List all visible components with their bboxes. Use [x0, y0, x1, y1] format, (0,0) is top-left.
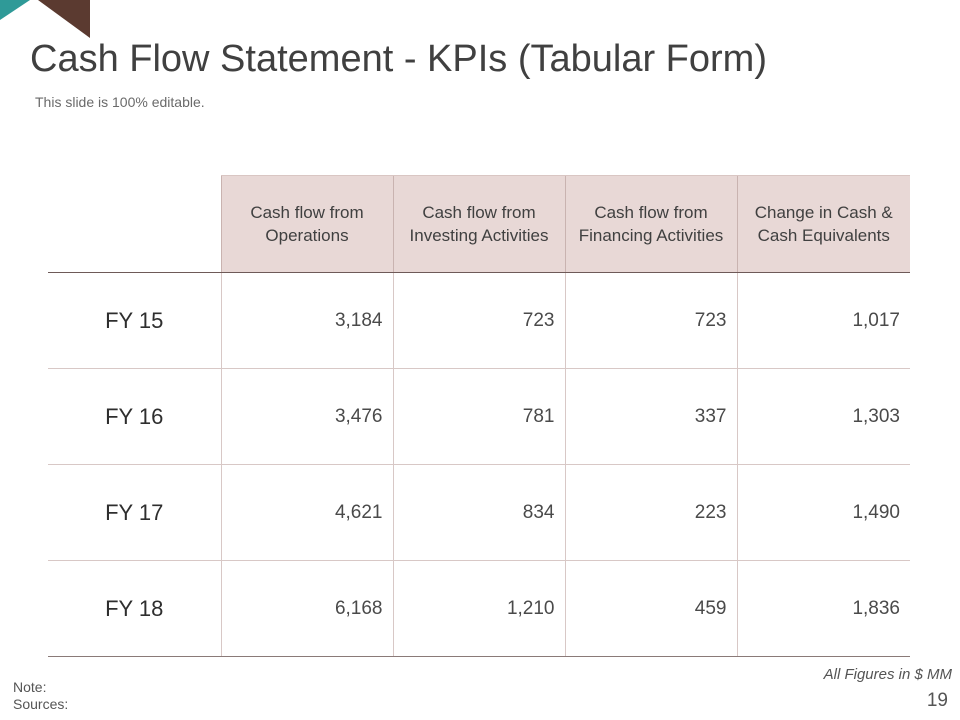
- note-label: Note:: [13, 679, 47, 695]
- table-cell: 1,836: [736, 560, 910, 657]
- table-cell: 3,476: [220, 368, 393, 465]
- column-header: Cash flow from Financing Activities: [564, 175, 737, 273]
- table-cell: 223: [564, 464, 737, 561]
- table-cell: 1,303: [736, 368, 910, 465]
- table-row: FY 15 3,184 723 723 1,017: [48, 272, 910, 369]
- table-cell: 1,017: [736, 272, 910, 369]
- table-row: FY 17 4,621 834 223 1,490: [48, 464, 910, 561]
- table-cell: 1,210: [392, 560, 565, 657]
- header-corner-cell: [48, 175, 221, 273]
- slide-title: Cash Flow Statement - KPIs (Tabular Form…: [30, 38, 767, 80]
- column-header: Cash flow from Investing Activities: [392, 175, 565, 273]
- table-cell: 781: [392, 368, 565, 465]
- table-row: FY 16 3,476 781 337 1,303: [48, 368, 910, 465]
- slide-subtitle: This slide is 100% editable.: [35, 94, 205, 110]
- table-cell: 337: [564, 368, 737, 465]
- table-row: FY 18 6,168 1,210 459 1,836: [48, 560, 910, 657]
- row-label: FY 18: [48, 560, 221, 657]
- table-cell: 459: [564, 560, 737, 657]
- table-cell: 1,490: [736, 464, 910, 561]
- table-cell: 723: [564, 272, 737, 369]
- table-cell: 834: [392, 464, 565, 561]
- kpi-table: Cash flow from Operations Cash flow from I…: [48, 175, 910, 657]
- table-cell: 4,621: [220, 464, 393, 561]
- row-label: FY 17: [48, 464, 221, 561]
- table-cell: 3,184: [220, 272, 393, 369]
- units-note: All Figures in $ MM: [823, 666, 952, 683]
- table-cell: 6,168: [220, 560, 393, 657]
- row-label: FY 16: [48, 368, 221, 465]
- column-header: Cash flow from Operations: [220, 175, 393, 273]
- table-header-row: Cash flow from Operations Cash flow from I…: [48, 175, 910, 273]
- footer-notes: Note: Sources:: [13, 679, 68, 713]
- page-number: 19: [926, 690, 948, 711]
- table-cell: 723: [392, 272, 565, 369]
- column-header: Change in Cash & Cash Equivalents: [736, 175, 910, 273]
- corner-decoration: [0, 0, 90, 38]
- sources-label: Sources:: [13, 696, 69, 712]
- row-label: FY 15: [48, 272, 221, 369]
